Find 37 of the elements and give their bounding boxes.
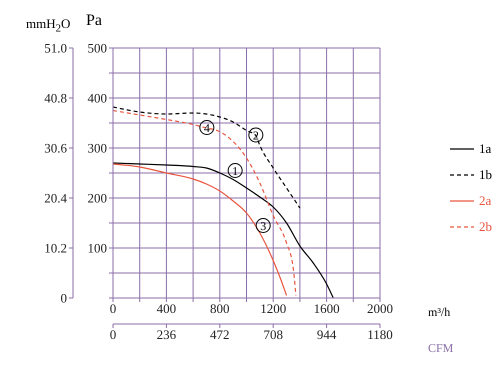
x-tick-label: 800 [210,301,230,316]
line-series [113,163,288,296]
x-axis-title: m³/h [428,305,450,320]
y2-tick-label: 0 [60,290,67,306]
y-tick-label: 500 [88,40,107,56]
y2-tick-label: 20.4 [44,190,68,206]
line-series [113,106,300,209]
x2-tick-label: 236 [156,327,177,342]
legend-label: 2a [479,192,492,208]
y2-tick-label: 30.6 [44,140,68,156]
x2-tick-label: 708 [263,327,283,342]
x-tick-label: 2000 [367,301,393,316]
y2-tick-label: 10.2 [44,240,67,256]
x2-tick-label: 1180 [367,327,393,342]
x-tick-label: 400 [156,301,176,316]
y2-tick-label: 40.8 [44,90,67,106]
legend-label: 1a [479,140,492,156]
x2-tick-label: 0 [110,327,116,342]
x2-tick-label: 944 [316,327,337,342]
x2-axis-title: CFM [428,341,454,356]
legend-label: 2b [479,218,492,234]
x-tick-label: 1200 [260,301,286,316]
y-tick-label: 100 [88,240,107,256]
y-tick-label: 200 [88,190,107,206]
legend-label: 1b [479,166,492,182]
line-series [113,110,296,296]
line-series [113,162,334,298]
x-tick-label: 0 [110,301,116,316]
y-tick-label: 300 [88,140,107,156]
x2-tick-label: 472 [210,327,230,342]
y2-axis-title: mmH$_{2}$O [26,16,70,35]
x-tick-label: 1600 [314,301,340,316]
y2-tick-label: 51.0 [44,40,67,56]
annotation: 2 [252,128,259,142]
y-axis-title: Pa [86,12,102,30]
y-tick-label: 400 [88,90,107,106]
annotation: 4 [204,120,210,135]
